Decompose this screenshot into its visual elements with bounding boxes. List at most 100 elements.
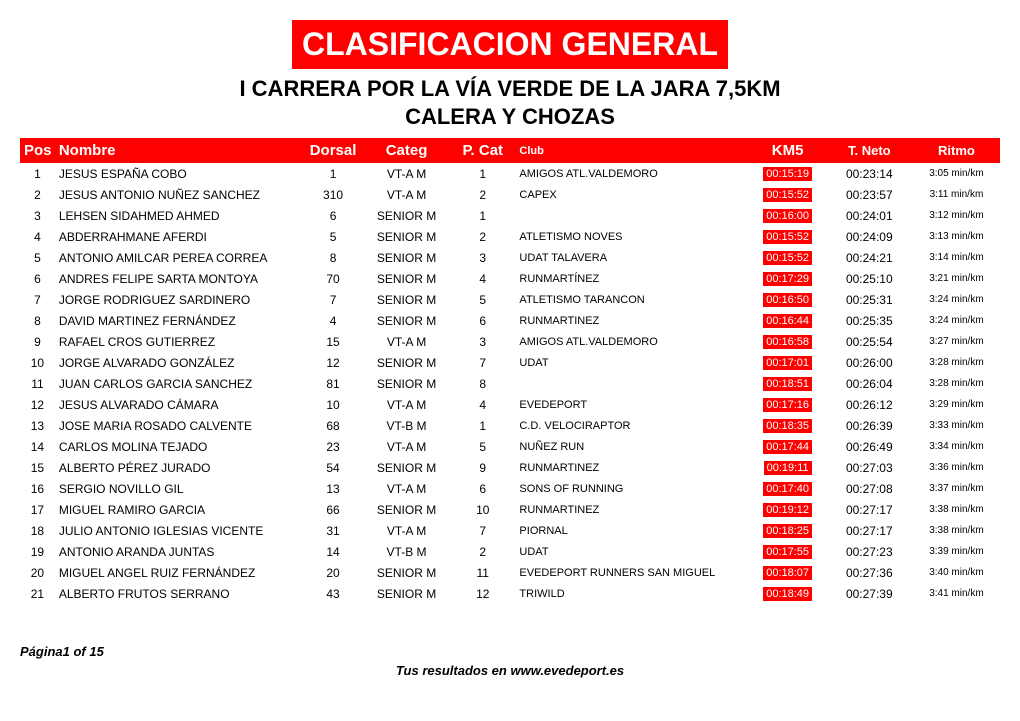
cell-dorsal: 310 [303,184,363,205]
subtitle-line2: CALERA Y CHOZAS [405,104,615,129]
table-row: 16SERGIO NOVILLO GIL13VT-A M6SONS OF RUN… [20,478,1000,499]
cell-pcat: 1 [450,163,515,184]
cell-club: ATLETISMO NOVES [515,226,749,247]
cell-km5: 00:15:52 [750,226,826,247]
table-row: 19ANTONIO ARANDA JUNTAS14VT-B M2UDAT00:1… [20,541,1000,562]
cell-pos: 3 [20,205,55,226]
cell-club: UDAT [515,352,749,373]
cell-km5: 00:15:52 [750,247,826,268]
cell-nombre: JULIO ANTONIO IGLESIAS VICENTE [55,520,303,541]
cell-pos: 11 [20,373,55,394]
table-row: 4ABDERRAHMANE AFERDI5SENIOR M2ATLETISMO … [20,226,1000,247]
cell-km5: 00:18:35 [750,415,826,436]
cell-club: UDAT [515,541,749,562]
cell-pcat: 7 [450,352,515,373]
cell-neto: 00:24:09 [826,226,913,247]
table-row: 12JESUS ALVARADO CÁMARA10VT-A M4EVEDEPOR… [20,394,1000,415]
cell-dorsal: 43 [303,583,363,604]
cell-ritmo: 3:27 min/km [913,331,1000,352]
cell-categ: VT-A M [363,478,450,499]
cell-pos: 20 [20,562,55,583]
cell-km5: 00:17:29 [750,268,826,289]
cell-km5: 00:17:16 [750,394,826,415]
cell-pos: 15 [20,457,55,478]
cell-nombre: ANTONIO AMILCAR PEREA CORREA [55,247,303,268]
cell-km5: 00:19:12 [750,499,826,520]
cell-club [515,205,749,226]
cell-nombre: JESUS ANTONIO NUÑEZ SANCHEZ [55,184,303,205]
cell-pcat: 5 [450,289,515,310]
cell-km5: 00:17:55 [750,541,826,562]
cell-categ: VT-A M [363,331,450,352]
cell-pcat: 4 [450,268,515,289]
cell-club: RUNMARTINEZ [515,499,749,520]
cell-pos: 12 [20,394,55,415]
table-row: 18JULIO ANTONIO IGLESIAS VICENTE31VT-A M… [20,520,1000,541]
table-row: 9RAFAEL CROS GUTIERREZ15VT-A M3AMIGOS AT… [20,331,1000,352]
cell-ritmo: 3:38 min/km [913,520,1000,541]
table-row: 13JOSE MARIA ROSADO CALVENTE68VT-B M1C.D… [20,415,1000,436]
cell-pos: 18 [20,520,55,541]
cell-ritmo: 3:34 min/km [913,436,1000,457]
cell-neto: 00:23:57 [826,184,913,205]
cell-categ: SENIOR M [363,289,450,310]
cell-club: RUNMARTÍNEZ [515,268,749,289]
cell-neto: 00:25:10 [826,268,913,289]
cell-neto: 00:24:01 [826,205,913,226]
table-row: 6ANDRES FELIPE SARTA MONTOYA70SENIOR M4R… [20,268,1000,289]
cell-nombre: ANDRES FELIPE SARTA MONTOYA [55,268,303,289]
cell-pcat: 10 [450,499,515,520]
table-row: 7JORGE RODRIGUEZ SARDINERO7SENIOR M5ATLE… [20,289,1000,310]
page-subtitle: I CARRERA POR LA VÍA VERDE DE LA JARA 7,… [20,75,1000,130]
table-row: 2JESUS ANTONIO NUÑEZ SANCHEZ310VT-A M2CA… [20,184,1000,205]
cell-dorsal: 23 [303,436,363,457]
cell-dorsal: 66 [303,499,363,520]
cell-categ: SENIOR M [363,562,450,583]
cell-neto: 00:26:00 [826,352,913,373]
cell-categ: VT-B M [363,541,450,562]
cell-dorsal: 54 [303,457,363,478]
cell-neto: 00:25:35 [826,310,913,331]
cell-ritmo: 3:39 min/km [913,541,1000,562]
cell-club: SONS OF RUNNING [515,478,749,499]
th-club: Club [515,138,749,163]
cell-neto: 00:26:39 [826,415,913,436]
cell-nombre: RAFAEL CROS GUTIERREZ [55,331,303,352]
cell-nombre: MIGUEL ANGEL RUIZ FERNÁNDEZ [55,562,303,583]
cell-pcat: 3 [450,247,515,268]
cell-ritmo: 3:37 min/km [913,478,1000,499]
cell-pos: 14 [20,436,55,457]
cell-nombre: LEHSEN SIDAHMED AHMED [55,205,303,226]
cell-pcat: 1 [450,205,515,226]
table-row: 15ALBERTO PÉREZ JURADO54SENIOR M9RUNMART… [20,457,1000,478]
cell-nombre: JOSE MARIA ROSADO CALVENTE [55,415,303,436]
cell-categ: VT-A M [363,184,450,205]
cell-nombre: DAVID MARTINEZ FERNÁNDEZ [55,310,303,331]
cell-pcat: 12 [450,583,515,604]
cell-pos: 5 [20,247,55,268]
cell-dorsal: 31 [303,520,363,541]
cell-categ: SENIOR M [363,457,450,478]
cell-ritmo: 3:14 min/km [913,247,1000,268]
cell-ritmo: 3:33 min/km [913,415,1000,436]
cell-pcat: 11 [450,562,515,583]
cell-pcat: 6 [450,478,515,499]
cell-club: UDAT TALAVERA [515,247,749,268]
cell-nombre: ANTONIO ARANDA JUNTAS [55,541,303,562]
cell-ritmo: 3:29 min/km [913,394,1000,415]
cell-categ: VT-A M [363,163,450,184]
cell-dorsal: 13 [303,478,363,499]
cell-km5: 00:17:01 [750,352,826,373]
cell-ritmo: 3:11 min/km [913,184,1000,205]
cell-club: EVEDEPORT RUNNERS SAN MIGUEL [515,562,749,583]
table-row: 20MIGUEL ANGEL RUIZ FERNÁNDEZ20SENIOR M1… [20,562,1000,583]
table-row: 3LEHSEN SIDAHMED AHMED6SENIOR M100:16:00… [20,205,1000,226]
cell-dorsal: 14 [303,541,363,562]
cell-km5: 00:16:50 [750,289,826,310]
cell-km5: 00:19:11 [750,457,826,478]
cell-club: PIORNAL [515,520,749,541]
cell-dorsal: 70 [303,268,363,289]
cell-neto: 00:27:08 [826,478,913,499]
th-neto: T. Neto [826,138,913,163]
cell-neto: 00:27:39 [826,583,913,604]
